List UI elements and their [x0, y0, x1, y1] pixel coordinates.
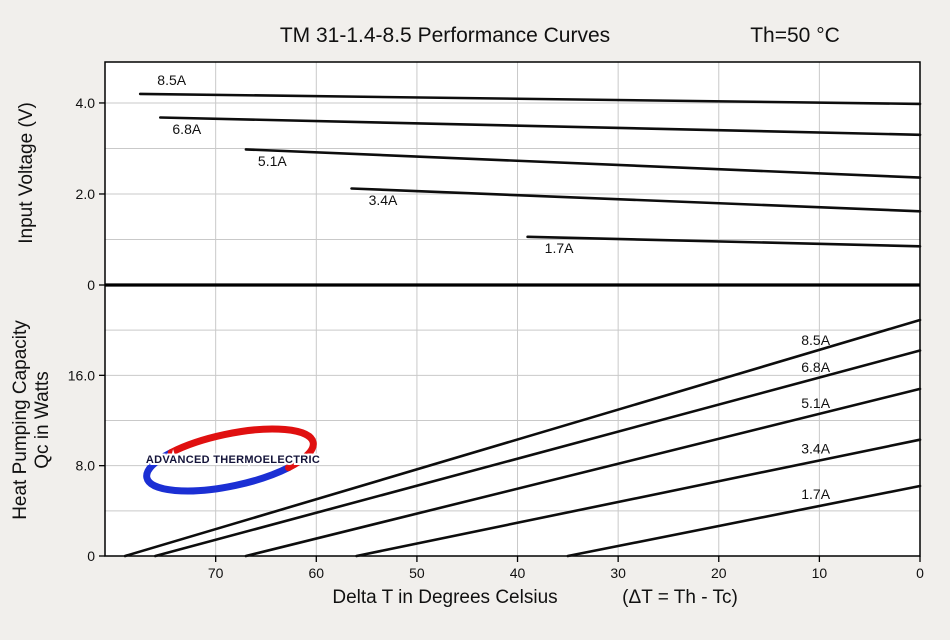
x-tick-label: 20 [711, 565, 727, 581]
series-line-1.7A [566, 484, 922, 558]
grid-layer [105, 62, 920, 556]
y-tick-label: 2.0 [76, 186, 96, 202]
logo-red-swoosh [143, 425, 317, 495]
series-line-6.8A [154, 349, 922, 558]
series-label-3.4A: 3.4A [369, 192, 398, 208]
y-tick-label: 8.0 [76, 458, 96, 474]
x-axis-formula: (ΔT = Th - Tc) [622, 587, 738, 608]
series-label-3.4A: 3.4A [801, 441, 830, 457]
x-tick-label: 40 [510, 565, 526, 581]
series-line-5.1A [244, 387, 922, 558]
x-tick-label: 70 [208, 565, 224, 581]
series-label-5.1A: 5.1A [258, 153, 287, 169]
y-tick-label: 0 [87, 548, 95, 564]
bottom-y-axis-title-line2: Qc in Watts [32, 371, 53, 468]
series-line-8.5A [123, 318, 922, 558]
series-label-8.5A: 8.5A [157, 72, 186, 88]
series-line-3.4A [355, 438, 922, 558]
plot-frame [104, 61, 921, 557]
series-line-8.5A [138, 92, 922, 106]
x-tick-label: 50 [409, 565, 425, 581]
series-line-1.7A [526, 235, 922, 248]
y-tick-label: 0 [87, 277, 95, 293]
x-tick-label: 30 [610, 565, 626, 581]
logo-text: ADVANCED THERMOELECTRIC [146, 454, 320, 466]
series-line-6.8A [159, 116, 922, 137]
series-label-1.7A: 1.7A [801, 486, 830, 502]
x-tick-label: 60 [309, 565, 325, 581]
series-label-5.1A: 5.1A [801, 395, 830, 411]
chart-title: TM 31-1.4-8.5 Performance Curves [280, 24, 610, 47]
y-tick-label: 16.0 [68, 367, 95, 383]
logo-blue-swoosh [143, 425, 317, 495]
x-tick-label: 0 [916, 565, 924, 581]
top-y-axis-title: Input Voltage (V) [16, 102, 37, 244]
tick-layer: 4.0 2.0 0 16.0 8.0 0 70 60 50 40 30 20 10 0 [68, 95, 924, 581]
series-label-6.8A: 6.8A [801, 359, 830, 375]
series-line-3.4A [350, 187, 922, 213]
y-tick-label: 4.0 [76, 95, 96, 111]
series-label-1.7A: 1.7A [545, 240, 574, 256]
bottom-y-axis-title-line1: Heat Pumping Capacity [10, 320, 31, 520]
x-axis-title: Delta T in Degrees Celsius [332, 587, 557, 608]
series-label-6.8A: 6.8A [172, 121, 201, 137]
plot-background [105, 62, 920, 556]
series-layer: 8.5A 6.8A 5.1A 3.4A 1.7A 8.5A 6.8A 5.1A 3.4A 1.7A [123, 72, 922, 558]
series-line-5.1A [244, 148, 922, 179]
chart-condition: Th=50 °C [750, 24, 840, 47]
x-tick-label: 10 [812, 565, 828, 581]
advanced-thermoelectric-logo: ADVANCED THERMOELECTRIC [143, 425, 322, 495]
series-label-8.5A: 8.5A [801, 332, 830, 348]
